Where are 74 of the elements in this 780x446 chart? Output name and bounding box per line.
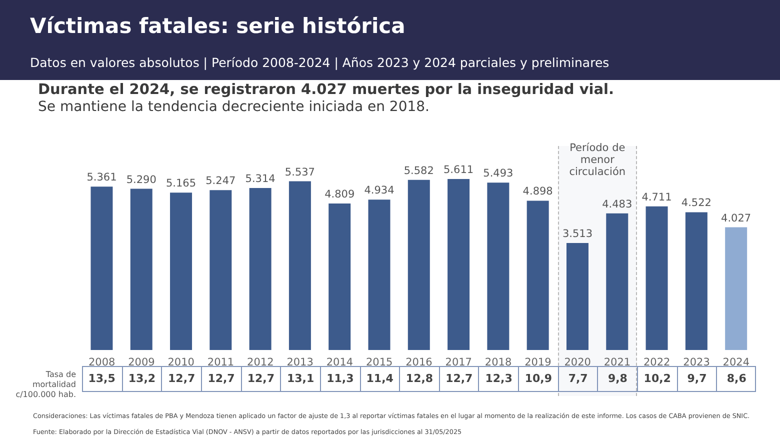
text: Se mantiene la tendencia decreciente iniciada en 2018. bbox=[38, 99, 430, 115]
data-label: 5.582 bbox=[404, 164, 434, 177]
text: 8,6 bbox=[726, 372, 746, 385]
x-tick-label: 2009 bbox=[128, 356, 155, 368]
text: Durante el 2024, se registraron 4.027 muertes por la inseguridad vial. bbox=[38, 82, 614, 98]
data-label: 5.611 bbox=[444, 164, 474, 176]
x-tick-label: 2015 bbox=[366, 356, 393, 368]
bar bbox=[566, 242, 588, 350]
x-tick-label: 2018 bbox=[484, 356, 512, 368]
data-label: 3.513 bbox=[562, 228, 593, 240]
text: 12,8 bbox=[406, 372, 434, 385]
bar bbox=[408, 180, 430, 350]
x-tick-label: 2017 bbox=[445, 356, 472, 368]
x-tick-label: 2021 bbox=[604, 356, 631, 368]
bar bbox=[526, 200, 549, 350]
data-label: 4.027 bbox=[721, 212, 752, 224]
x-tick-label: 2012 bbox=[247, 356, 274, 368]
data-label: 5.247 bbox=[206, 175, 236, 188]
text: 12,7 bbox=[168, 372, 196, 385]
chart-title: Víctimas fatales: serie histórica bbox=[30, 14, 406, 38]
bar bbox=[368, 200, 390, 350]
data-label: 4.711 bbox=[642, 191, 672, 204]
bar bbox=[606, 213, 628, 350]
bar bbox=[90, 186, 113, 350]
data-label: 4.522 bbox=[681, 197, 712, 210]
bar bbox=[487, 182, 510, 350]
bar bbox=[249, 188, 272, 350]
text: 10,2 bbox=[644, 372, 671, 385]
text: 13,2 bbox=[128, 372, 156, 385]
data-label: 4.809 bbox=[324, 188, 355, 200]
bar bbox=[685, 212, 708, 350]
x-tick-label: 2019 bbox=[524, 356, 552, 368]
data-label: 5.290 bbox=[126, 174, 156, 186]
data-label: 5.537 bbox=[284, 166, 315, 178]
text: 12,7 bbox=[446, 372, 473, 385]
x-tick-label: 2020 bbox=[564, 356, 591, 368]
bar bbox=[170, 192, 192, 350]
band-label: Período de menor circulación bbox=[568, 142, 627, 178]
bar bbox=[646, 206, 668, 350]
text: 9,7 bbox=[687, 372, 707, 385]
x-tick-label: 2014 bbox=[326, 356, 354, 368]
x-tick-label: 2022 bbox=[644, 356, 670, 368]
bar bbox=[725, 227, 748, 350]
text: 12,7 bbox=[208, 372, 235, 385]
data-label: 4.483 bbox=[602, 198, 632, 210]
x-tick-label: 2016 bbox=[406, 356, 433, 368]
x-tick-label: 2010 bbox=[168, 356, 194, 368]
text: 13,1 bbox=[286, 372, 314, 385]
data-label: 5.314 bbox=[245, 173, 276, 186]
bar bbox=[448, 179, 470, 350]
data-label: 5.493 bbox=[483, 168, 514, 180]
x-tick-label: 2013 bbox=[286, 356, 314, 368]
text: 11,3 bbox=[326, 372, 354, 385]
bar bbox=[210, 190, 232, 350]
x-tick-label: 2008 bbox=[88, 356, 116, 368]
bar bbox=[328, 203, 351, 350]
text: 11,4 bbox=[366, 372, 394, 385]
text: 9,8 bbox=[608, 372, 628, 385]
x-tick-label: 2024 bbox=[722, 356, 750, 368]
data-label: 5.361 bbox=[86, 172, 117, 184]
text: 10,9 bbox=[524, 372, 552, 385]
data-label: 4.898 bbox=[522, 186, 553, 198]
bar bbox=[288, 181, 311, 350]
chart-subtitle: Datos en valores absolutos | Período 2008-2024 | Años 2023 y 2024 parciales y preliminares bbox=[30, 55, 610, 70]
text: 13,5 bbox=[88, 372, 116, 385]
data-label: 5.165 bbox=[166, 178, 196, 190]
text: 12,7 bbox=[247, 372, 274, 385]
x-tick-label: 2023 bbox=[683, 356, 710, 368]
bar bbox=[130, 188, 152, 350]
data-label: 4.934 bbox=[364, 184, 395, 197]
text: Tasa de mortalidad c/100.000 hab. bbox=[14, 370, 76, 400]
text: 7,7 bbox=[568, 372, 588, 385]
x-tick-label: 2011 bbox=[207, 356, 234, 368]
text: 12,3 bbox=[485, 372, 512, 385]
